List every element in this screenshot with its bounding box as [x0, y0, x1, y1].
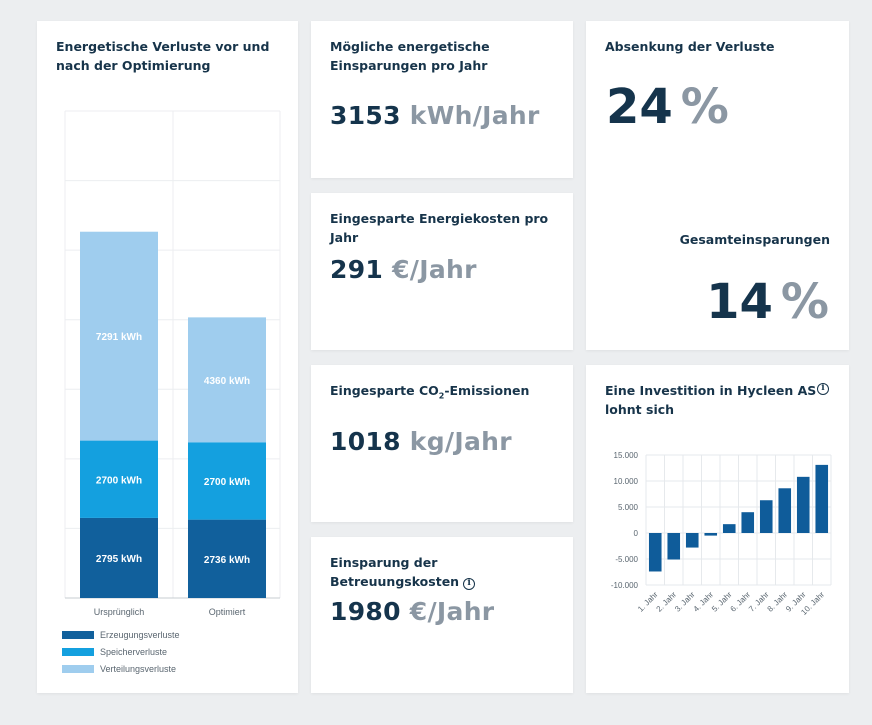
co2-metric: 1018 kg/Jahr: [330, 427, 512, 456]
bar-erzeugungsverluste-0: [80, 517, 158, 598]
investment-card: Eine Investition in Hycleen AS lohnt sic…: [586, 365, 849, 693]
co2-title-sub: 2: [438, 391, 445, 401]
co2-card: Eingesparte CO2-Emissionen 1018 kg/Jahr: [311, 365, 573, 522]
bar-speicherverluste-1: [188, 442, 266, 520]
co2-title-prefix: Eingesparte CO: [330, 383, 439, 398]
legend-label-erzeugung: Erzeugungsverluste: [100, 629, 180, 640]
care-cost-card: Einsparung der Betreuungskosten i 1980 €/…: [311, 537, 573, 693]
y-tick-label: 10.000: [614, 477, 639, 486]
y-tick-label: 0: [634, 529, 639, 538]
bar-label: 7291 kWh: [96, 332, 142, 343]
info-icon[interactable]: i: [463, 578, 476, 590]
legend-item-verteilung: Verteilungsverluste: [62, 660, 180, 677]
legend-item-speicher: Speicherverluste: [62, 643, 180, 660]
bar-verteilungsverluste-1: [188, 317, 266, 443]
bar-label: 2700 kWh: [204, 477, 250, 488]
bar-year-5: [722, 524, 736, 533]
reduction-metric: 24%: [606, 79, 729, 135]
legend-swatch-verteilung: [62, 664, 94, 673]
y-tick-label: -5.000: [615, 555, 638, 564]
investment-title-text: Eine Investition in Hycleen AS lohnt sic…: [605, 383, 817, 417]
legend-label-verteilung: Verteilungsverluste: [100, 663, 177, 674]
care-cost-title: Einsparung der Betreuungskosten i: [330, 553, 557, 591]
energy-savings-card: Mögliche energetische Einsparungen pro J…: [311, 21, 573, 178]
bar-year-1: [648, 533, 662, 572]
legend-label-speicher: Speicherverluste: [100, 646, 168, 657]
energy-savings-unit: kWh/Jahr: [409, 101, 540, 130]
total-savings-value: 14: [706, 274, 773, 330]
y-tick-label: -10.000: [611, 581, 639, 590]
bar-verteilungsverluste-0: [80, 231, 158, 441]
total-savings-metric: 14%: [706, 274, 829, 330]
co2-title-suffix: -Emissionen: [444, 383, 530, 398]
energy-savings-title: Mögliche energetische Einsparungen pro J…: [330, 39, 490, 73]
bar-year-8: [778, 488, 792, 533]
bar-year-10: [815, 464, 829, 533]
total-savings-unit: %: [780, 274, 829, 330]
y-tick-label: 5.000: [618, 503, 639, 512]
total-savings-title: Gesamteinsparungen: [679, 232, 830, 247]
bar-year-9: [796, 476, 810, 533]
bar-label: 4360 kWh: [204, 376, 250, 387]
investment-info-icon[interactable]: i: [817, 383, 829, 395]
bar-year-7: [759, 500, 773, 533]
x-tick-label: Optimiert: [209, 607, 246, 617]
energy-cost-unit: €/Jahr: [392, 255, 477, 284]
reduction-title: Absenkung der Verluste: [605, 39, 775, 54]
losses-chart: 2795 kWh 2700 kWh 7291 kWh Ursprünglich 2736…: [64, 110, 281, 617]
legend-swatch-speicher: [62, 647, 94, 656]
reduction-value: 24: [606, 79, 673, 135]
bar-speicherverluste-0: [80, 440, 158, 518]
care-cost-unit: €/Jahr: [409, 597, 495, 626]
legend-item-erzeugung: Erzeugungsverluste: [62, 626, 180, 643]
energy-cost-value: 291: [330, 255, 384, 284]
bar-year-4: [704, 533, 718, 536]
bar-label: 2736 kWh: [204, 555, 250, 566]
bar-year-3: [685, 533, 699, 548]
reduction-unit: %: [680, 79, 729, 135]
energy-cost-card: Eingesparte Energiekosten pro Jahr 291 €…: [311, 193, 573, 350]
energy-cost-metric: 291 €/Jahr: [330, 255, 477, 284]
energy-savings-metric: 3153 kWh/Jahr: [330, 101, 540, 130]
reduction-card: Absenkung der Verluste 24% Gesamteinspar…: [586, 21, 849, 350]
losses-card: Energetische Verluste vor und nach der O…: [37, 21, 298, 693]
care-cost-title-text: Einsparung der Betreuungskosten: [330, 555, 460, 589]
bar-year-6: [741, 512, 755, 533]
energy-savings-value: 3153: [330, 101, 401, 130]
care-cost-metric: 1980 €/Jahr: [330, 597, 494, 626]
bar-erzeugungsverluste-1: [188, 519, 266, 598]
y-tick-label: 15.000: [614, 451, 639, 460]
x-tick-label: Ursprünglich: [94, 607, 145, 617]
investment-title: Eine Investition in Hycleen AS lohnt sic…: [605, 381, 819, 419]
co2-unit: kg/Jahr: [409, 427, 512, 456]
energy-cost-title: Eingesparte Energiekosten pro Jahr: [330, 211, 549, 245]
legend-swatch-erzeugung: [62, 630, 94, 639]
bar-label: 2795 kWh: [96, 554, 142, 565]
losses-card-title: Energetische Verluste vor und nach der O…: [56, 39, 270, 73]
bar-label: 2700 kWh: [96, 475, 142, 486]
losses-legend: Erzeugungsverluste Speicherverluste Vert…: [62, 626, 180, 677]
co2-title: Eingesparte CO2-Emissionen: [330, 381, 557, 406]
co2-value: 1018: [330, 427, 401, 456]
bar-year-2: [667, 533, 681, 560]
care-cost-value: 1980: [330, 597, 401, 626]
